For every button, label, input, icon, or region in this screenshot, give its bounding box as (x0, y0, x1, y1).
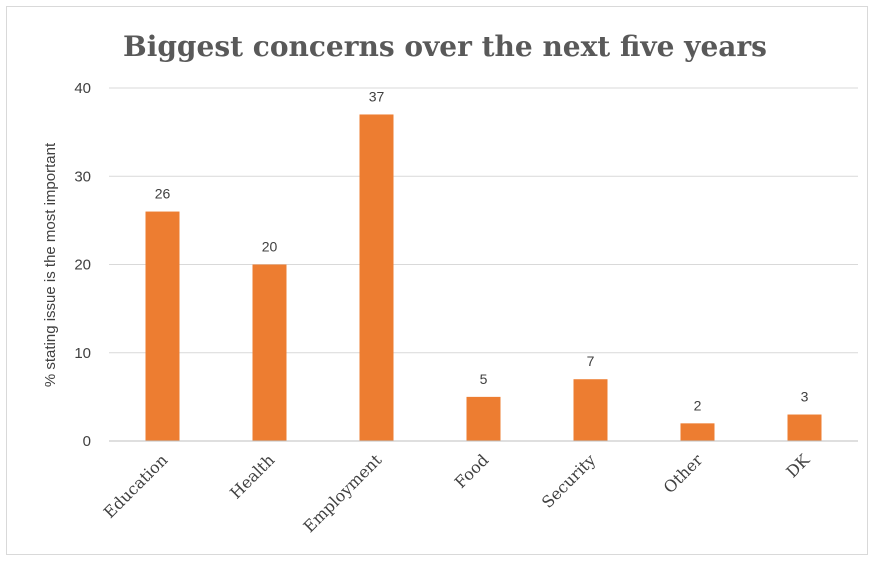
x-tick-label-employment: Employment (300, 450, 386, 536)
x-tick-label-dk: DK (782, 450, 814, 482)
chart-title: Biggest concerns over the next five year… (123, 30, 767, 63)
data-labels: 26 20 37 5 7 2 3 (155, 88, 809, 413)
chart-container: Biggest concerns over the next five year… (6, 6, 868, 555)
x-tick-label-education: Education (100, 450, 172, 522)
bar-food (466, 396, 501, 441)
gridlines (109, 87, 858, 354)
x-axis-categories: Education Health Employment Food Security Oth… (100, 450, 814, 536)
x-tick-label-food: Food (451, 450, 493, 492)
x-tick-label-security: Security (538, 450, 599, 511)
y-axis-label: % stating issue is the most important (42, 142, 59, 387)
bar-dk (787, 414, 822, 441)
bar-health (252, 264, 287, 441)
data-label-education: 26 (155, 186, 171, 202)
x-tick-label-health: Health (226, 450, 278, 502)
y-tick-label: 0 (83, 433, 91, 450)
data-label-dk: 3 (801, 389, 809, 405)
bar-employment (359, 114, 394, 441)
data-label-employment: 37 (369, 88, 385, 104)
bar-other (680, 423, 715, 441)
data-label-security: 7 (587, 353, 595, 369)
data-label-other: 2 (694, 397, 702, 413)
bars (145, 114, 822, 441)
data-label-food: 5 (480, 371, 488, 387)
y-axis-ticks: 0 10 20 30 40 (74, 80, 91, 450)
bar-education (145, 211, 180, 441)
bar-chart: Biggest concerns over the next five year… (42, 30, 858, 536)
x-tick-label-other: Other (660, 450, 707, 497)
bar-security (573, 379, 608, 441)
y-tick-label: 20 (74, 257, 91, 274)
y-tick-label: 30 (74, 168, 91, 185)
y-tick-label: 10 (74, 345, 91, 362)
data-label-health: 20 (262, 239, 278, 255)
y-tick-label: 40 (74, 80, 91, 97)
